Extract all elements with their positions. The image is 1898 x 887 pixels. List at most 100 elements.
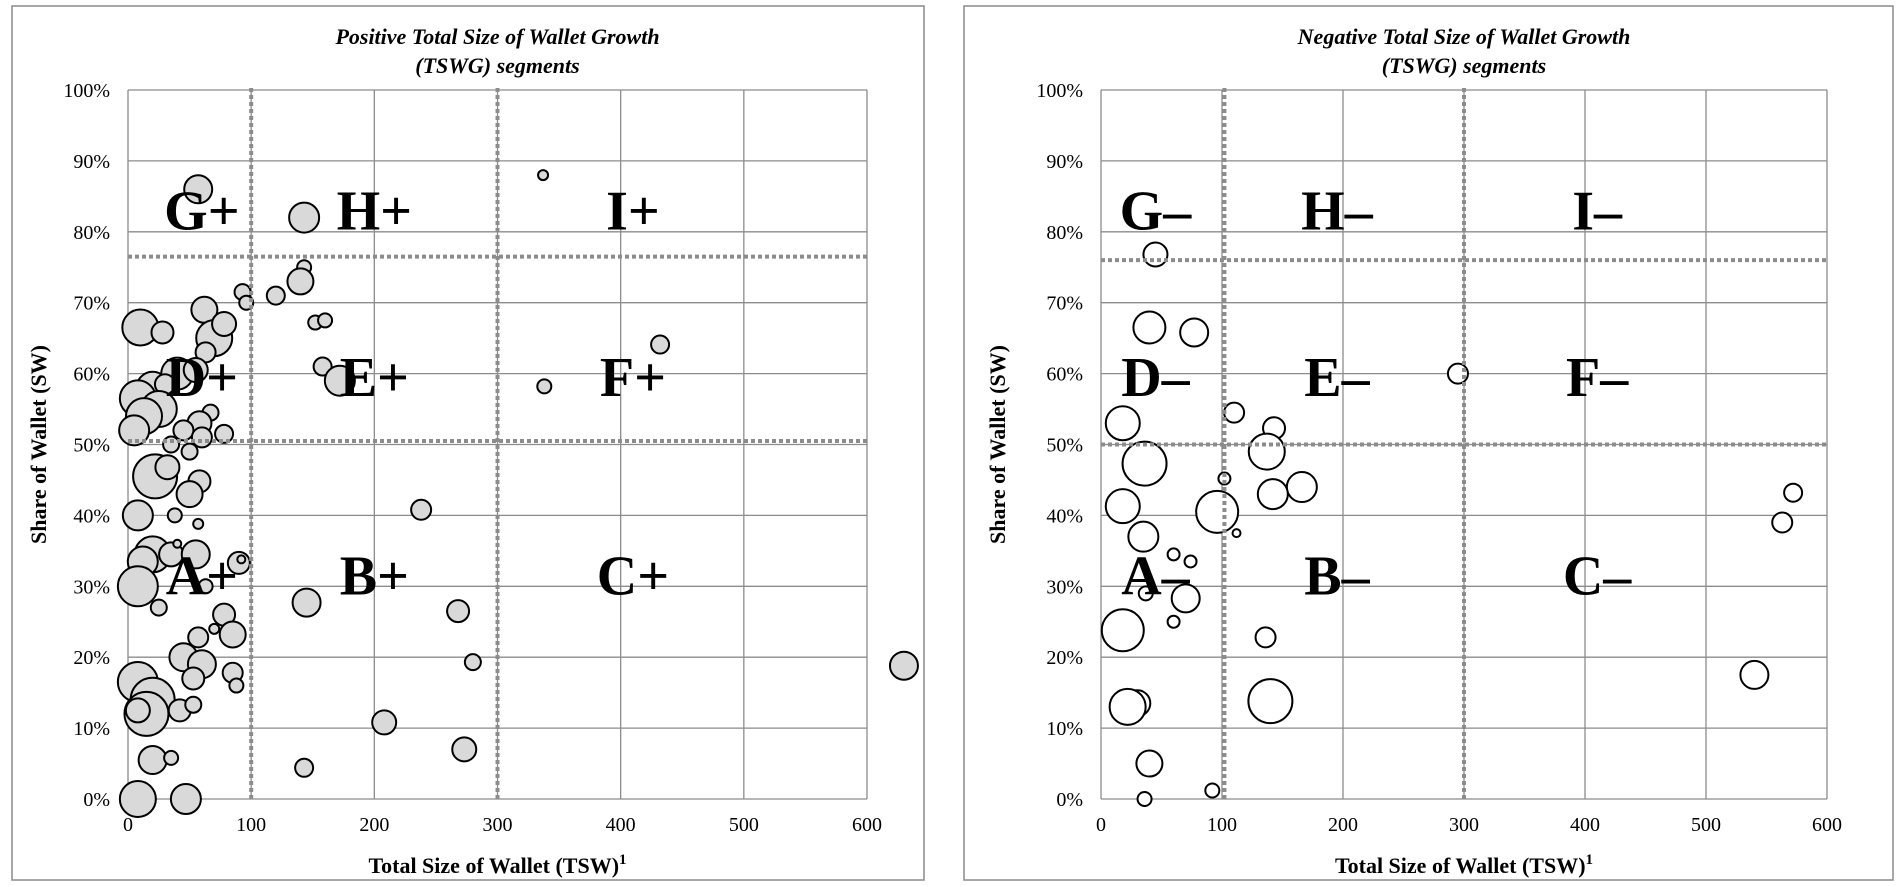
bubble-point xyxy=(1783,482,1804,503)
bubble-point xyxy=(888,650,919,681)
chart-2: 0 100 200 300 400 500 600 0% 10% 20% 30% 40% 50% 60% 7… xyxy=(963,5,1894,881)
bubble-point xyxy=(1104,405,1141,442)
segment-label: B– xyxy=(1304,546,1370,608)
bubble-point xyxy=(1142,241,1169,268)
bubble-point xyxy=(1132,310,1167,345)
segment-label: A– xyxy=(1121,546,1190,608)
bubble-point xyxy=(172,419,195,442)
y-tick-label: 20% xyxy=(1046,647,1083,669)
x-tick-label: 200 xyxy=(1328,814,1358,836)
bubble-point xyxy=(116,565,159,608)
x-axis-title: Total Size of Wallet (TSW)1 xyxy=(368,852,626,878)
bubble-point xyxy=(265,285,286,306)
segment-label: D– xyxy=(1121,347,1190,409)
bubbles xyxy=(1100,241,1804,807)
bubble-point xyxy=(118,780,157,818)
segment-label: E– xyxy=(1304,347,1370,409)
bubble-point xyxy=(1127,520,1160,553)
y-tick-label: 10% xyxy=(1046,718,1083,740)
y-tick-label: 80% xyxy=(1046,222,1083,244)
bubble-point xyxy=(1204,782,1221,799)
segment-label: C+ xyxy=(597,546,669,608)
bubble-point xyxy=(118,414,151,447)
bubble-point xyxy=(180,442,199,461)
y-tick-label: 100% xyxy=(1036,80,1083,102)
bubble-point xyxy=(1247,678,1294,725)
y-tick-label: 30% xyxy=(1046,576,1083,598)
segment-label: F+ xyxy=(600,347,666,409)
y-tick-label: 80% xyxy=(73,222,110,244)
chart-1: 0 100 200 300 400 500 600 0% 10% 20% 30% 40% 50% 60% 7… xyxy=(11,5,925,881)
x-tick-label: 300 xyxy=(483,814,513,836)
x-axis-title-superscript: 1 xyxy=(619,852,627,868)
bubble-point xyxy=(187,626,210,649)
bubble-point xyxy=(1254,626,1277,649)
bubble-point xyxy=(236,554,247,565)
bubble-point xyxy=(211,310,238,337)
x-axis-title-superscript: 1 xyxy=(1586,852,1594,868)
bubble-point xyxy=(463,653,482,672)
y-tick-label: 10% xyxy=(73,718,110,740)
bubble-point xyxy=(192,517,205,530)
y-axis-title: Share of Wallet (SW) xyxy=(26,345,51,544)
bubble-point xyxy=(1104,488,1141,525)
y-tick-label: 90% xyxy=(1046,151,1083,173)
bubble-point xyxy=(1195,489,1240,534)
bubble-point xyxy=(1136,791,1153,807)
x-tick-label: 500 xyxy=(729,814,759,836)
y-tick-label: 30% xyxy=(73,576,110,598)
bubble-point xyxy=(169,783,202,815)
bubble-point xyxy=(1446,362,1469,385)
y-tick-label: 0% xyxy=(83,789,110,811)
bubble-point xyxy=(1108,687,1147,726)
y-tick-label: 50% xyxy=(73,435,110,457)
segment-label: E+ xyxy=(340,347,409,409)
segment-label: I+ xyxy=(606,181,660,243)
bubble-point xyxy=(137,745,168,776)
bubble-point xyxy=(371,709,398,736)
bubble-point xyxy=(162,435,181,454)
y-tick-label: 40% xyxy=(73,505,110,527)
bubble-point xyxy=(294,757,315,778)
y-axis-title: Share of Wallet (SW) xyxy=(985,345,1010,544)
bubble-point xyxy=(537,169,550,182)
x-tick-label: 400 xyxy=(606,814,636,836)
x-tick-label: 300 xyxy=(1449,814,1479,836)
x-tick-label: 500 xyxy=(1691,814,1721,836)
bubble-point xyxy=(150,320,175,345)
x-tick-label: 400 xyxy=(1570,814,1600,836)
bubble-point xyxy=(180,539,211,570)
bubble-point xyxy=(163,749,180,766)
y-tick-label: 70% xyxy=(1046,293,1083,315)
bubble-point xyxy=(446,599,471,624)
y-tick-label: 90% xyxy=(73,151,110,173)
segment-label: A+ xyxy=(166,546,238,608)
x-tick-label: 600 xyxy=(852,814,882,836)
bubble-point xyxy=(154,454,181,481)
bubble-point xyxy=(1135,749,1164,778)
chart-title-line: (TSWG) segments xyxy=(415,53,579,78)
x-tick-label: 100 xyxy=(236,814,266,836)
bubble-point xyxy=(1739,659,1770,690)
bubble-point xyxy=(181,666,206,691)
bubble-point xyxy=(1137,585,1154,602)
bubble-point xyxy=(182,357,209,384)
y-tick-label: 60% xyxy=(73,364,110,386)
y-tick-label: 100% xyxy=(63,80,110,102)
bubble-point xyxy=(1231,528,1242,539)
bubble-point xyxy=(288,201,321,234)
bubble-point xyxy=(166,507,183,524)
segment-label: D+ xyxy=(166,347,238,409)
bubble-point xyxy=(1100,608,1145,653)
bubble-point xyxy=(1247,432,1286,471)
y-tick-label: 0% xyxy=(1056,789,1083,811)
bubble-point xyxy=(121,499,154,532)
bubble-point xyxy=(1223,401,1246,424)
bubble-point xyxy=(149,598,168,617)
x-tick-label: 600 xyxy=(1812,814,1842,836)
bubble-point xyxy=(214,423,235,444)
segment-label: C– xyxy=(1563,546,1632,608)
bubble-point xyxy=(451,736,478,763)
bubble-point xyxy=(323,364,356,397)
